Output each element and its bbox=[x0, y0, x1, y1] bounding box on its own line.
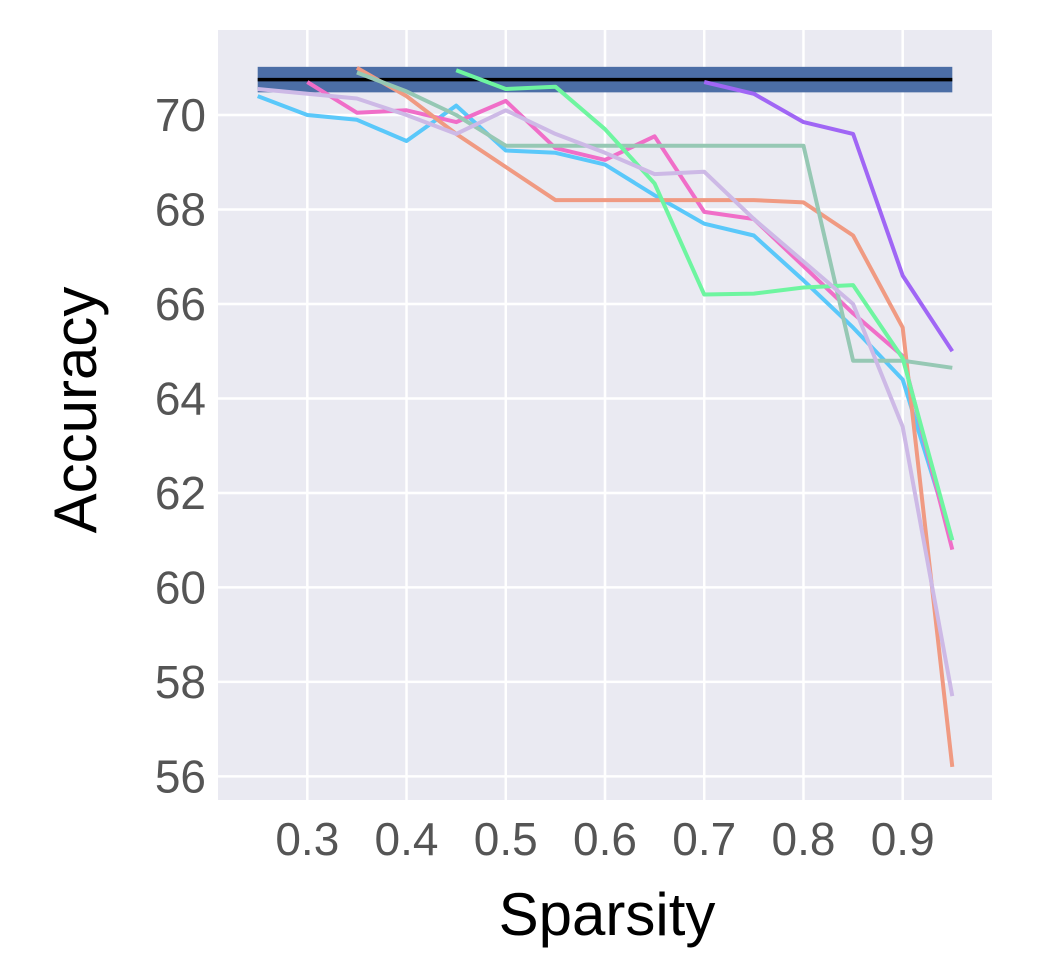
series-line-5 bbox=[455, 68, 955, 541]
x-tick-label: 0.4 bbox=[375, 813, 439, 865]
x-tick-label: 0.5 bbox=[474, 813, 538, 865]
series-line-6 bbox=[703, 80, 954, 353]
x-tick-labels: 0.3 0.4 0.5 0.6 0.7 0.8 0.9 bbox=[275, 813, 934, 865]
y-tick-label: 66 bbox=[155, 278, 206, 330]
y-tick-label: 62 bbox=[155, 467, 206, 519]
y-tick-label: 60 bbox=[155, 561, 206, 613]
x-tick-label: 0.7 bbox=[672, 813, 736, 865]
series-line-4 bbox=[356, 70, 953, 370]
series-line-2 bbox=[306, 80, 955, 551]
y-axis-label: Accuracy bbox=[42, 287, 109, 534]
y-tick-label: 68 bbox=[155, 184, 206, 236]
series-layer bbox=[256, 66, 955, 768]
x-tick-label: 0.6 bbox=[573, 813, 637, 865]
x-tick-label: 0.9 bbox=[871, 813, 935, 865]
y-tick-label: 64 bbox=[155, 372, 206, 424]
y-tick-label: 70 bbox=[155, 89, 206, 141]
x-axis-label: Sparsity bbox=[499, 881, 716, 948]
series-line-7 bbox=[257, 87, 955, 697]
x-tick-label: 0.3 bbox=[275, 813, 339, 865]
y-tick-label: 56 bbox=[155, 750, 206, 802]
x-tick-label: 0.8 bbox=[771, 813, 835, 865]
y-tick-label: 58 bbox=[155, 656, 206, 708]
y-tick-labels: 56 58 60 62 64 66 68 70 bbox=[155, 89, 206, 802]
series-line-1 bbox=[256, 94, 955, 541]
grid-lines bbox=[218, 30, 992, 800]
